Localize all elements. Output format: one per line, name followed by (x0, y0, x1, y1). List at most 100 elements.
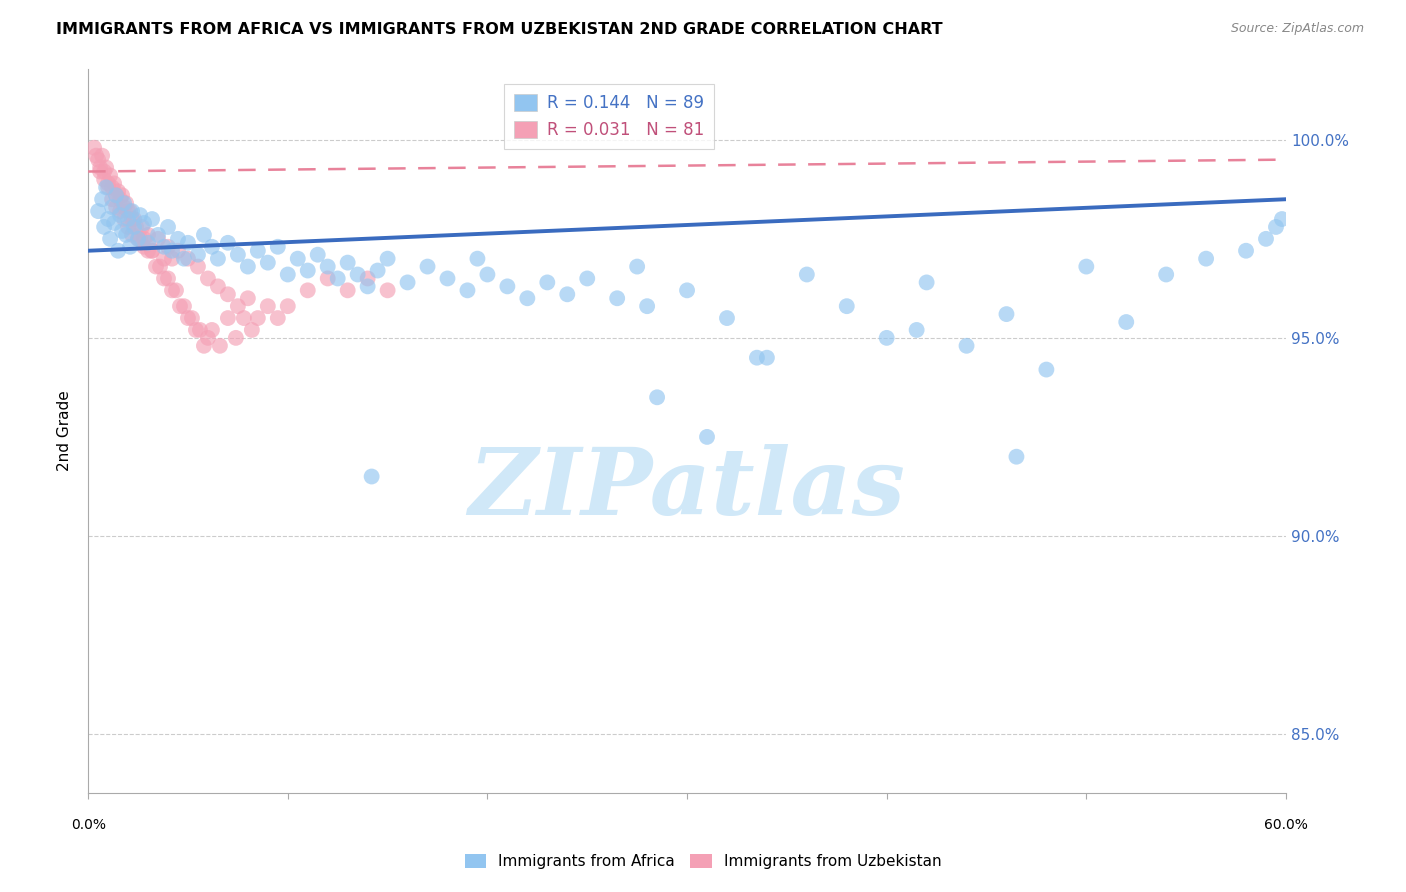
Point (297, 283, 319, 297)
Point (267, 240, 290, 254)
Point (141, 244, 163, 258)
Point (167, 232, 190, 246)
Point (232, 311, 254, 326)
Point (122, 219, 145, 234)
Point (108, 208, 131, 222)
Point (915, 276, 938, 290)
Point (995, 307, 1018, 321)
Point (115, 227, 138, 242)
Point (108, 192, 131, 206)
Point (177, 311, 200, 326)
Point (160, 244, 183, 258)
Point (83, 141, 105, 155)
Point (835, 299, 858, 313)
Point (217, 287, 239, 301)
Point (93, 164, 115, 178)
Point (107, 184, 129, 198)
Point (1271, 212, 1294, 227)
Point (121, 212, 143, 227)
Point (167, 244, 190, 258)
Point (356, 279, 378, 293)
Point (156, 240, 179, 254)
Point (636, 299, 658, 313)
Point (496, 279, 519, 293)
Point (456, 283, 478, 297)
Text: 60.0%: 60.0% (1264, 818, 1308, 832)
Point (326, 271, 349, 285)
Text: 0.0%: 0.0% (70, 818, 105, 832)
Point (226, 299, 249, 313)
Point (1035, 362, 1057, 376)
Point (165, 283, 187, 297)
Point (1265, 219, 1288, 234)
Point (156, 219, 179, 234)
Point (307, 248, 329, 262)
Point (626, 260, 648, 274)
Point (89, 164, 111, 178)
Point (107, 244, 129, 258)
Point (111, 188, 134, 202)
Point (1195, 252, 1218, 266)
Point (117, 212, 139, 227)
Point (156, 271, 179, 285)
Point (346, 268, 368, 282)
Point (188, 323, 211, 337)
Point (112, 196, 135, 211)
Point (796, 268, 818, 282)
Point (336, 255, 359, 269)
Point (101, 192, 124, 206)
Point (207, 252, 229, 266)
Point (98, 169, 121, 183)
Point (356, 271, 378, 285)
Point (94, 161, 117, 175)
Point (755, 351, 778, 365)
Point (125, 219, 148, 234)
Point (160, 283, 183, 297)
Point (93, 172, 115, 186)
Point (141, 212, 163, 227)
Point (377, 283, 399, 297)
Point (91, 192, 114, 206)
Point (117, 219, 139, 234)
Legend: R = 0.144   N = 89, R = 0.031   N = 81: R = 0.144 N = 89, R = 0.031 N = 81 (503, 84, 714, 149)
Point (105, 188, 128, 202)
Point (173, 252, 195, 266)
Point (87, 204, 110, 219)
Point (103, 216, 125, 230)
Point (955, 339, 977, 353)
Point (153, 271, 176, 285)
Point (108, 204, 131, 219)
Point (516, 291, 538, 305)
Point (287, 252, 309, 266)
Point (645, 390, 668, 404)
Point (225, 331, 247, 345)
Point (177, 252, 200, 266)
Point (132, 232, 155, 246)
Point (316, 260, 339, 274)
Point (277, 268, 299, 282)
Point (120, 204, 142, 219)
Point (193, 227, 215, 242)
Point (696, 430, 718, 444)
Point (121, 227, 143, 242)
Point (136, 227, 159, 242)
Text: IMMIGRANTS FROM AFRICA VS IMMIGRANTS FROM UZBEKISTAN 2ND GRADE CORRELATION CHART: IMMIGRANTS FROM AFRICA VS IMMIGRANTS FRO… (56, 22, 943, 37)
Point (169, 299, 191, 313)
Point (105, 200, 128, 214)
Point (111, 224, 134, 238)
Point (416, 260, 439, 274)
Point (1115, 315, 1137, 329)
Point (160, 252, 183, 266)
Point (267, 311, 290, 326)
Point (745, 351, 768, 365)
Point (97, 180, 120, 194)
Point (1076, 260, 1098, 274)
Point (367, 263, 389, 277)
Point (396, 276, 419, 290)
Point (136, 244, 159, 258)
Point (256, 255, 278, 269)
Point (246, 311, 269, 326)
Point (117, 204, 139, 219)
Point (129, 232, 152, 246)
Point (84, 149, 107, 163)
